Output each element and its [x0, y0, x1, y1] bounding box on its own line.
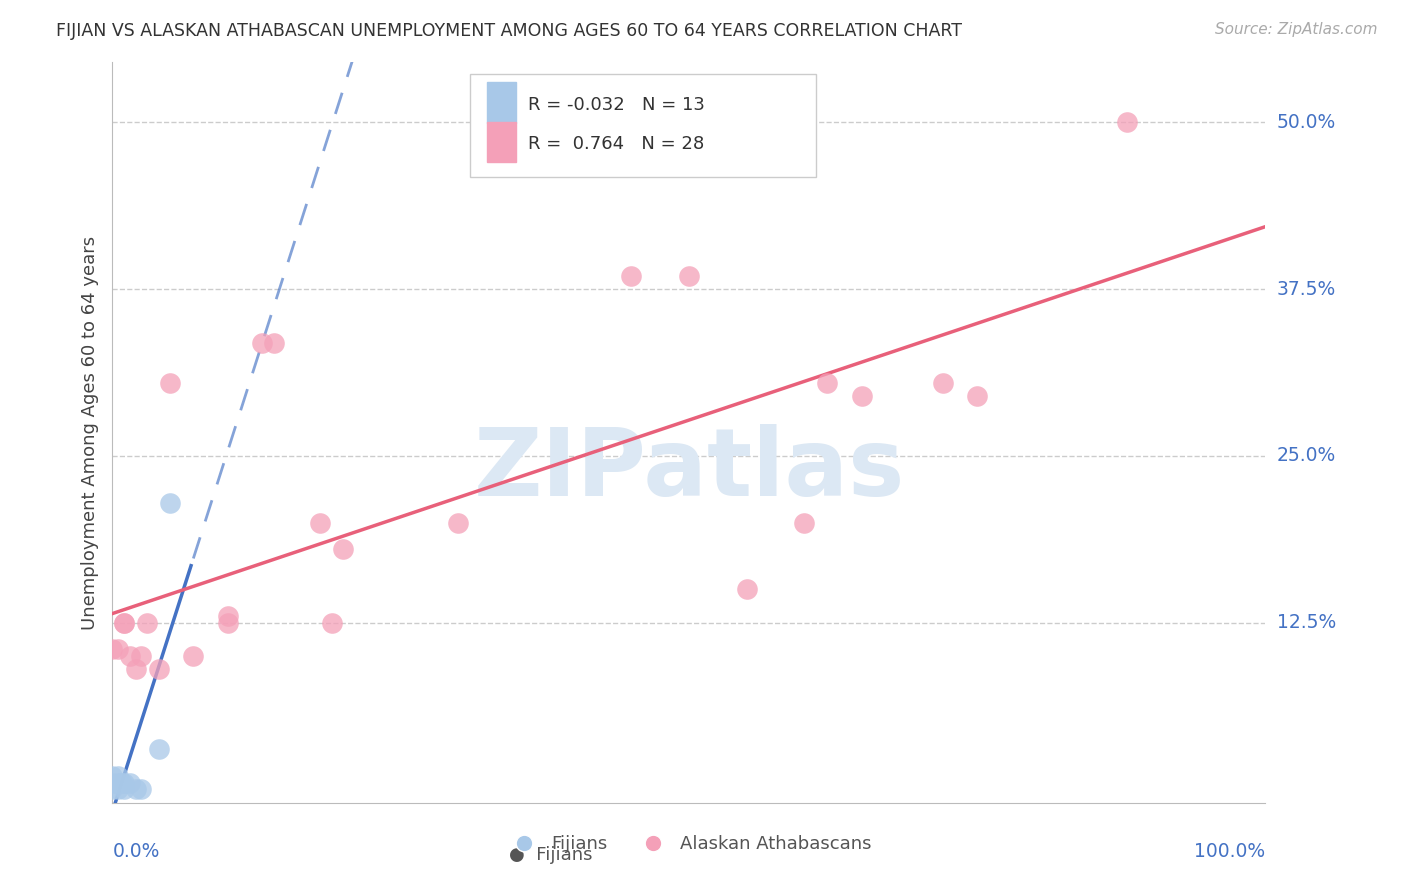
Point	[159, 496, 181, 510]
Text: 100.0%: 100.0%	[1194, 842, 1265, 861]
Point	[217, 609, 239, 624]
Point	[148, 742, 170, 756]
Point	[851, 389, 873, 403]
Text: ●  Fijians: ● Fijians	[509, 846, 592, 863]
Point	[101, 776, 124, 790]
Y-axis label: Unemployment Among Ages 60 to 64 years: Unemployment Among Ages 60 to 64 years	[80, 235, 98, 630]
Point	[332, 542, 354, 557]
Point	[263, 335, 285, 350]
Text: 50.0%: 50.0%	[1277, 113, 1336, 132]
Text: 12.5%: 12.5%	[1277, 613, 1336, 632]
Point	[101, 769, 124, 783]
Point	[112, 615, 135, 630]
Point	[620, 268, 643, 283]
Point	[252, 335, 274, 350]
Text: ZIPatlas: ZIPatlas	[474, 424, 904, 516]
Point	[101, 642, 124, 657]
Text: R = -0.032   N = 13: R = -0.032 N = 13	[527, 96, 704, 114]
Text: R =  0.764   N = 28: R = 0.764 N = 28	[527, 135, 704, 153]
FancyBboxPatch shape	[488, 82, 516, 123]
Point	[181, 648, 204, 663]
Point	[107, 769, 129, 783]
Point	[107, 776, 129, 790]
Point	[118, 648, 141, 663]
Point	[966, 389, 988, 403]
Point	[815, 376, 838, 390]
Point	[321, 615, 343, 630]
Point	[735, 582, 758, 597]
Point	[107, 782, 129, 797]
Point	[112, 782, 135, 797]
FancyBboxPatch shape	[470, 73, 815, 178]
Point	[793, 516, 815, 530]
Point	[112, 615, 135, 630]
FancyBboxPatch shape	[488, 121, 516, 162]
Point	[129, 648, 153, 663]
Point	[118, 776, 141, 790]
Point	[931, 376, 953, 390]
Point	[148, 662, 170, 676]
Point	[309, 516, 332, 530]
Text: FIJIAN VS ALASKAN ATHABASCAN UNEMPLOYMENT AMONG AGES 60 TO 64 YEARS CORRELATION : FIJIAN VS ALASKAN ATHABASCAN UNEMPLOYMEN…	[56, 22, 962, 40]
Point	[129, 782, 153, 797]
Legend: Fijians, Alaskan Athabascans: Fijians, Alaskan Athabascans	[499, 828, 879, 861]
Point	[112, 776, 135, 790]
Point	[159, 376, 181, 390]
Text: Source: ZipAtlas.com: Source: ZipAtlas.com	[1215, 22, 1378, 37]
Point	[136, 615, 159, 630]
Point	[101, 782, 124, 797]
Point	[107, 642, 129, 657]
Point	[678, 268, 700, 283]
Text: 37.5%: 37.5%	[1277, 280, 1336, 299]
Point	[1116, 115, 1139, 129]
Text: 0.0%: 0.0%	[112, 842, 160, 861]
Point	[124, 782, 146, 797]
Point	[217, 615, 239, 630]
Point	[447, 516, 470, 530]
Text: 25.0%: 25.0%	[1277, 447, 1336, 466]
Point	[124, 662, 146, 676]
Point	[111, 776, 134, 790]
